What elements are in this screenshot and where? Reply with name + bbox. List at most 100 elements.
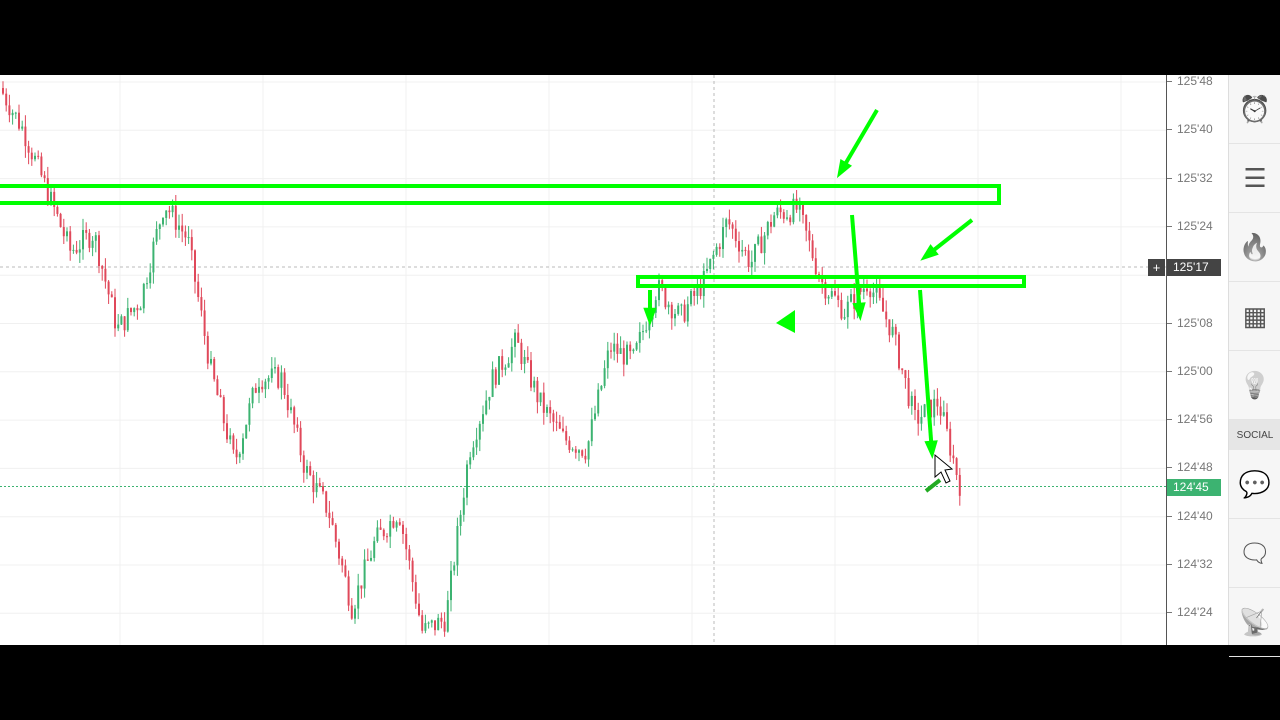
broadcast-icon[interactable]: 📡 xyxy=(1229,588,1280,657)
candle xyxy=(862,288,865,292)
candle xyxy=(478,423,481,440)
candle xyxy=(450,570,452,601)
candle xyxy=(418,603,420,616)
candle xyxy=(194,250,196,282)
candle xyxy=(565,431,568,441)
candle xyxy=(517,332,520,343)
candle xyxy=(229,435,232,440)
candle xyxy=(904,370,907,379)
price-tick: 125'00 xyxy=(1167,363,1213,378)
candle xyxy=(821,278,824,283)
candle xyxy=(94,235,97,241)
candle xyxy=(139,308,142,311)
candle xyxy=(155,228,158,242)
candle xyxy=(802,203,804,215)
candle xyxy=(213,358,216,380)
right-sidebar: ⏰ ☰ 🔥 ▦ 💡 SOCIAL 💬 🗨 📡 xyxy=(1228,75,1280,657)
candle xyxy=(923,404,926,417)
add-alert-button[interactable]: + xyxy=(1148,259,1165,276)
price-axis[interactable]: 125'48 125'40 125'32 125'24 125'08 125'00 124'… xyxy=(1166,74,1229,645)
candle xyxy=(635,342,638,350)
candle xyxy=(5,93,8,106)
candle xyxy=(210,358,212,364)
candle xyxy=(296,424,299,428)
fire-icon[interactable]: 🔥 xyxy=(1229,213,1280,282)
candle xyxy=(949,428,952,456)
candle xyxy=(882,297,884,312)
candle xyxy=(30,152,33,160)
candle xyxy=(277,367,280,388)
candle xyxy=(309,466,312,476)
candle xyxy=(578,450,580,453)
candle xyxy=(366,559,369,561)
candle xyxy=(910,395,913,407)
candle xyxy=(616,343,619,354)
candle xyxy=(779,207,782,213)
candle xyxy=(706,268,708,272)
candle xyxy=(226,423,228,440)
arrow-head xyxy=(852,302,866,321)
candle xyxy=(453,565,456,571)
candle xyxy=(798,203,801,210)
candle xyxy=(581,450,584,456)
candle xyxy=(469,457,472,465)
candle xyxy=(373,541,376,558)
list-icon[interactable]: ☰ xyxy=(1229,144,1280,213)
candle xyxy=(782,212,785,219)
candle xyxy=(354,608,356,619)
candle xyxy=(674,313,676,319)
candle xyxy=(808,230,811,241)
candle xyxy=(174,205,177,230)
price-tick: 125'32 xyxy=(1167,170,1213,185)
candle xyxy=(104,268,107,282)
candle xyxy=(757,236,760,245)
chat-document-icon[interactable]: 🗨 xyxy=(1229,519,1280,588)
candle xyxy=(824,282,827,299)
lightbulb-icon[interactable]: 💡 xyxy=(1229,351,1280,420)
candle xyxy=(558,422,561,429)
candle xyxy=(24,126,27,147)
candle xyxy=(235,449,238,458)
price-chart[interactable] xyxy=(0,75,1166,645)
candle xyxy=(728,219,731,225)
candle xyxy=(206,335,209,364)
candle xyxy=(507,363,510,368)
candle xyxy=(347,576,350,606)
candle xyxy=(619,348,622,354)
candle xyxy=(693,290,696,296)
candle xyxy=(43,175,46,179)
arrow-head xyxy=(920,244,939,261)
candle xyxy=(414,582,417,604)
candle xyxy=(680,304,683,306)
price-tick: 124'40 xyxy=(1167,508,1213,523)
candle xyxy=(421,615,424,631)
candle xyxy=(661,280,664,288)
candle xyxy=(942,412,945,416)
candle xyxy=(146,283,148,285)
calendar-icon[interactable]: ▦ xyxy=(1229,282,1280,351)
candle xyxy=(770,222,772,227)
chat-icon[interactable]: 💬 xyxy=(1229,450,1280,519)
candle xyxy=(555,421,558,423)
price-tick: 125'24 xyxy=(1167,218,1213,233)
candle xyxy=(501,356,504,370)
candle xyxy=(715,246,718,255)
candle xyxy=(789,217,792,223)
candle xyxy=(107,281,110,295)
arrow xyxy=(850,214,862,316)
candle xyxy=(190,237,193,251)
candle xyxy=(171,205,174,213)
candle xyxy=(114,297,116,329)
candle xyxy=(398,522,401,525)
candle xyxy=(466,464,468,498)
candle xyxy=(75,249,78,253)
candle xyxy=(901,368,904,371)
candle xyxy=(59,213,62,228)
candle xyxy=(638,331,641,343)
alarm-clock-icon[interactable]: ⏰ xyxy=(1229,75,1280,144)
candle xyxy=(462,497,465,515)
price-tick: 124'32 xyxy=(1167,557,1213,571)
candle xyxy=(603,368,606,386)
candle xyxy=(859,287,862,292)
candle xyxy=(238,453,241,458)
